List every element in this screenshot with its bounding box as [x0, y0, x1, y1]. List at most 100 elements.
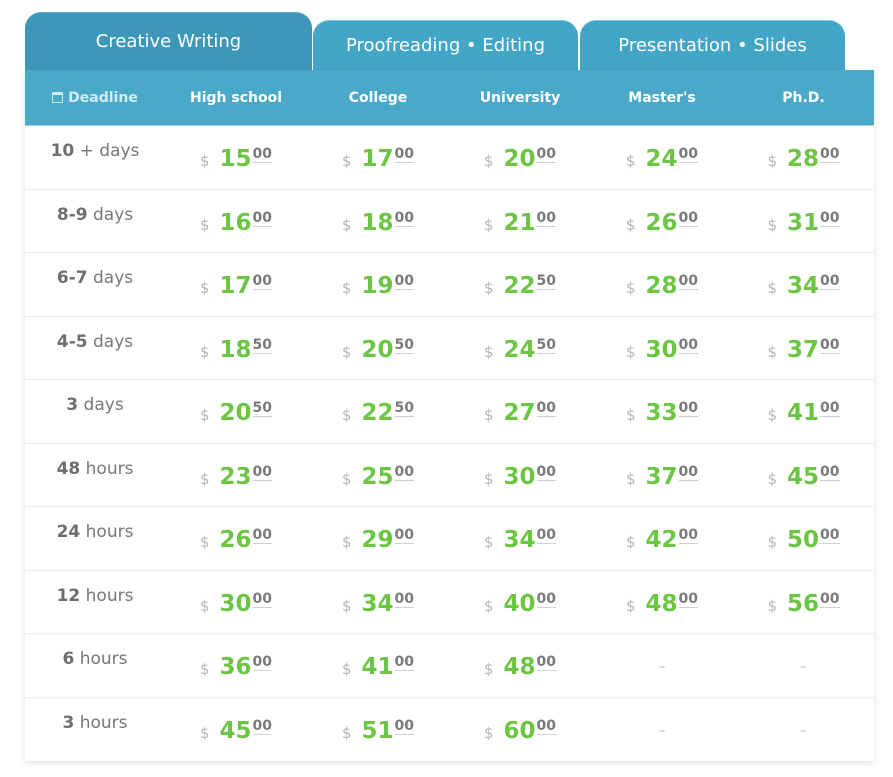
- price-cell: $40 00: [449, 589, 591, 617]
- unavailable-cell: –: [733, 720, 874, 739]
- table-row: 3 hours $45 00 $51 00 $60 00– –: [25, 698, 874, 762]
- price: $21 00: [484, 209, 557, 236]
- deadline-unit: hours: [85, 458, 134, 479]
- currency-symbol: $: [767, 279, 778, 298]
- price-cell: $17 00: [307, 144, 449, 173]
- price-cents: 00: [394, 718, 415, 736]
- table-header: Deadline High school College University …: [25, 70, 874, 126]
- price-integer: 22: [361, 400, 394, 427]
- price-cents: 00: [820, 146, 840, 164]
- price-integer: 22: [503, 273, 536, 300]
- price-cents: 00: [252, 209, 273, 227]
- price-cell: $37 00: [591, 462, 733, 490]
- header-deadline-label: Deadline: [68, 89, 138, 106]
- price-cents: 00: [536, 400, 557, 418]
- unavailable-cell: –: [591, 656, 733, 675]
- currency-symbol: $: [199, 342, 210, 361]
- price-cents: 50: [536, 336, 557, 354]
- price-integer: 50: [787, 527, 820, 554]
- price-cents: 00: [820, 590, 840, 608]
- price-integer: 17: [361, 146, 394, 173]
- price-cents: 00: [394, 654, 415, 672]
- price-cents: 00: [678, 527, 699, 545]
- header-masters: Master's: [628, 89, 696, 106]
- price-integer: 34: [787, 273, 820, 300]
- currency-symbol: $: [625, 406, 636, 425]
- price: $51 00: [342, 718, 415, 744]
- price-integer: 41: [787, 400, 820, 427]
- price-integer: 56: [787, 590, 820, 617]
- price-cell: $42 00: [591, 525, 733, 553]
- tab-presentation-slides[interactable]: Presentation • Slides: [580, 20, 845, 72]
- deadline-cell: 3 days: [25, 395, 165, 415]
- price-cents: 00: [394, 146, 415, 164]
- tab-proofreading-editing[interactable]: Proofreading • Editing: [313, 20, 578, 72]
- price: $37 00: [626, 464, 699, 490]
- tab-creative-writing[interactable]: Creative Writing: [25, 12, 312, 72]
- price: $50 00: [767, 527, 840, 554]
- deadline-cell: 24 hours: [25, 522, 165, 542]
- price-integer: 29: [361, 527, 394, 554]
- price: $29 00: [342, 527, 415, 554]
- table-row: 6-7 days $17 00 $19 00 $22 50 $28 00 $34 00: [25, 253, 874, 317]
- price-cents: 00: [678, 146, 699, 164]
- price-cents: 00: [536, 590, 557, 608]
- price-cents: 00: [678, 400, 699, 418]
- currency-symbol: $: [483, 342, 494, 361]
- price-integer: 17: [219, 273, 252, 300]
- currency-symbol: $: [767, 342, 778, 361]
- price-cents: 00: [536, 209, 557, 227]
- header-college: College: [348, 89, 408, 106]
- price: $19 00: [342, 273, 415, 299]
- price: $56 00: [767, 590, 840, 617]
- currency-symbol: $: [341, 660, 352, 679]
- price: $22 50: [483, 273, 557, 300]
- price: $37 00: [767, 337, 840, 363]
- price-integer: 45: [219, 718, 252, 745]
- price: $25 00: [342, 463, 415, 490]
- price-cell: $24 50: [449, 335, 591, 363]
- price: $36 00: [200, 654, 273, 680]
- deadline-unit: days: [92, 268, 134, 289]
- price-cents: 00: [252, 463, 273, 481]
- table-row: 4-5 days $18 50 $20 50 $24 50 $30 00 $37 00: [25, 317, 874, 380]
- price-cell: $48 00: [449, 652, 591, 680]
- price-cents: 00: [678, 336, 699, 354]
- deadline-cell: 8-9 days: [25, 205, 165, 225]
- price-cell: $29 00: [307, 525, 449, 554]
- calendar-icon: [52, 92, 64, 103]
- currency-symbol: $: [625, 342, 636, 361]
- price-integer: 31: [787, 209, 820, 236]
- price-cell: $48 00: [591, 589, 733, 617]
- price-cents: 50: [536, 273, 557, 291]
- price-cell: $41 00: [307, 652, 449, 680]
- currency-symbol: $: [767, 533, 778, 552]
- price-cell: $56 00: [733, 589, 874, 617]
- price-cents: 00: [394, 527, 415, 545]
- price-cell: $34 00: [449, 525, 591, 553]
- price: $48 00: [483, 654, 557, 680]
- price: $20 50: [342, 337, 415, 363]
- price-integer: 30: [219, 590, 252, 617]
- price: $34 00: [342, 591, 415, 617]
- price-integer: 23: [219, 463, 252, 490]
- deadline-value: 8-9: [56, 204, 88, 225]
- price-cents: 50: [394, 400, 415, 418]
- price: $40 00: [484, 590, 557, 617]
- price: $18 00: [342, 210, 415, 236]
- price-cents: 00: [820, 209, 840, 227]
- price-cents: 00: [678, 273, 699, 291]
- price-cell: $30 00: [591, 335, 733, 363]
- price: $16 00: [200, 209, 273, 236]
- deadline-value: 3: [66, 395, 79, 416]
- currency-symbol: $: [483, 279, 494, 298]
- price: $48 00: [626, 591, 699, 617]
- price-integer: 33: [645, 400, 678, 427]
- price: $34 00: [767, 273, 840, 300]
- table-row: 12 hours $30 00 $34 00 $40 00 $48 00 $56 00: [25, 571, 874, 634]
- price: $31 00: [767, 209, 840, 236]
- deadline-value: 48: [56, 458, 81, 479]
- price-cents: 00: [536, 463, 557, 481]
- price-integer: 25: [361, 463, 394, 490]
- currency-symbol: $: [483, 660, 494, 679]
